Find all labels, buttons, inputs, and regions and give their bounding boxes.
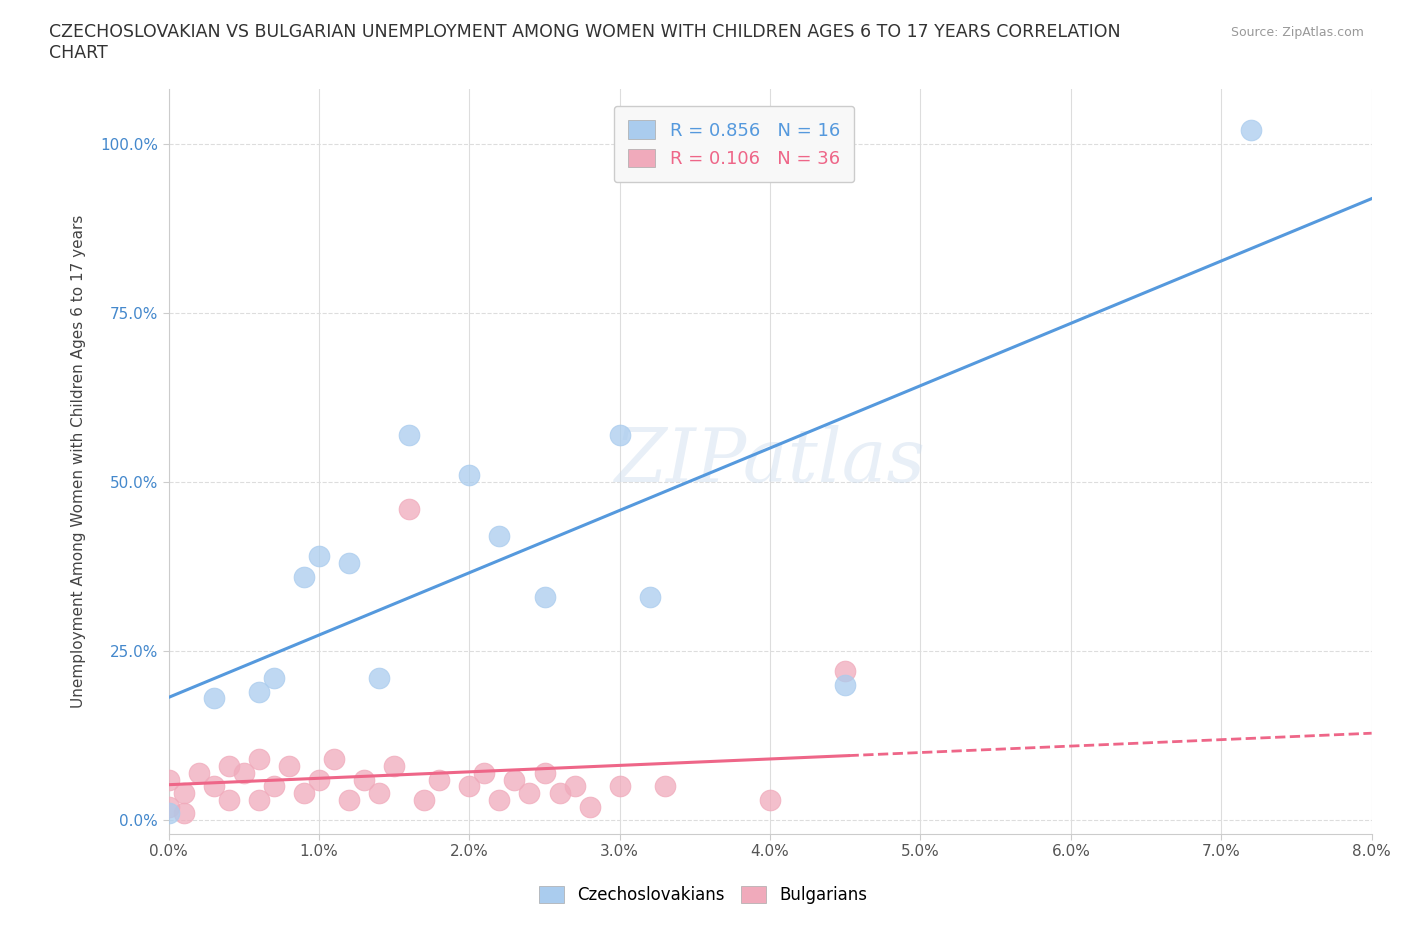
Point (427, 772, 450, 787)
Point (173, 786, 195, 801)
Point (323, 751, 346, 766)
Point (654, 779, 676, 794)
Point (232, 765, 254, 780)
Point (503, 772, 526, 787)
Point (157, 772, 180, 787)
Point (472, 765, 495, 780)
Point (368, 671, 391, 685)
Point (382, 759, 405, 774)
Point (292, 569, 315, 584)
Text: Source: ZipAtlas.com: Source: ZipAtlas.com (1230, 26, 1364, 39)
Point (578, 799, 600, 814)
Point (247, 684, 270, 699)
Text: CZECHOSLOVAKIAN VS BULGARIAN UNEMPLOYMENT AMONG WOMEN WITH CHILDREN AGES 6 TO 17: CZECHOSLOVAKIAN VS BULGARIAN UNEMPLOYMEN… (49, 23, 1121, 62)
Point (398, 427, 420, 442)
Point (308, 549, 330, 564)
Point (458, 779, 481, 794)
Point (1240, 123, 1263, 138)
Point (263, 671, 285, 685)
Point (292, 786, 315, 801)
Point (533, 590, 555, 604)
Point (337, 792, 360, 807)
Point (519, 786, 541, 801)
Point (353, 772, 375, 787)
Point (277, 759, 299, 774)
Point (218, 792, 240, 807)
Point (759, 792, 782, 807)
Point (218, 759, 240, 774)
Y-axis label: Unemployment Among Women with Children Ages 6 to 17 years: Unemployment Among Women with Children A… (72, 215, 86, 709)
Point (488, 528, 510, 543)
Point (609, 427, 631, 442)
Point (263, 779, 285, 794)
Point (564, 779, 586, 794)
Legend: R = 0.856   N = 16, R = 0.106   N = 36: R = 0.856 N = 16, R = 0.106 N = 36 (613, 106, 855, 182)
Point (548, 786, 571, 801)
Point (247, 792, 270, 807)
Point (368, 786, 391, 801)
Point (157, 799, 180, 814)
Point (187, 765, 209, 780)
Point (202, 779, 225, 794)
Point (413, 792, 436, 807)
Point (834, 664, 856, 679)
Legend: Czechoslovakians, Bulgarians: Czechoslovakians, Bulgarians (530, 878, 876, 912)
Point (337, 555, 360, 570)
Point (488, 792, 510, 807)
Text: ZIPatlas: ZIPatlas (614, 425, 925, 498)
Point (308, 772, 330, 787)
Point (638, 590, 661, 604)
Point (834, 677, 856, 692)
Point (202, 691, 225, 706)
Point (398, 501, 420, 516)
Point (458, 468, 481, 483)
Point (157, 806, 180, 821)
Point (533, 765, 555, 780)
Point (609, 779, 631, 794)
Point (173, 806, 195, 821)
Point (247, 751, 270, 766)
